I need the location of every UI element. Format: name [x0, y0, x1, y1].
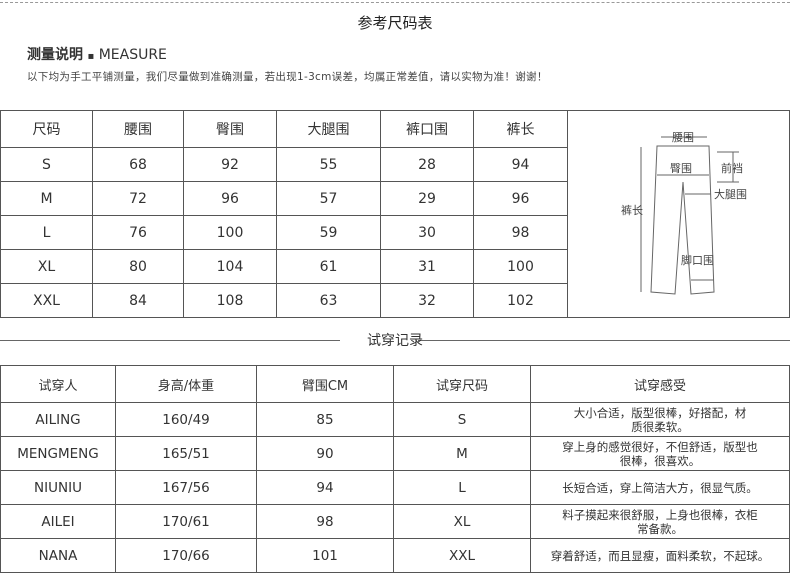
- table-row: AILING 160/49 85 S 大小合适，版型很棒，好搭配，材质很柔软。: [0, 402, 790, 437]
- label-waist: 腰围: [672, 131, 694, 144]
- header-cell: 大腿围: [276, 110, 381, 148]
- header-cell: 臂围CM: [256, 365, 394, 403]
- cell: 61: [276, 249, 381, 284]
- cell: AILEI: [0, 504, 116, 539]
- pants-diagram-icon: 腰围 臀围 前裆 大腿围 裤长 脚口围: [621, 131, 747, 295]
- cell: AILING: [0, 402, 116, 437]
- header-cell: 试穿尺码: [393, 365, 531, 403]
- cell: 98: [473, 215, 568, 250]
- cell: 84: [92, 283, 184, 318]
- header-cell: 臀围: [183, 110, 277, 148]
- cell: 160/49: [115, 402, 257, 437]
- header-cell: 裤口围: [380, 110, 474, 148]
- cell: 98: [256, 504, 394, 539]
- divider: [418, 340, 790, 341]
- label-hem: 脚口围: [681, 253, 714, 267]
- header-cell: 腰围: [92, 110, 184, 148]
- cell: MENGMENG: [0, 436, 116, 471]
- cell: 96: [183, 181, 277, 216]
- cell: 165/51: [115, 436, 257, 471]
- table-row: NANA 170/66 101 XXL 穿着舒适，而且显瘦，面料柔软，不起球。: [0, 538, 790, 573]
- trial-section-heading: 试穿记录: [0, 330, 790, 350]
- size-table: 尺码 腰围 臀围 大腿围 裤口围 裤长 腰围 臀围 前裆 大腿围 裤长 脚口围 …: [0, 110, 790, 318]
- cell: 28: [380, 147, 474, 182]
- cell: 31: [380, 249, 474, 284]
- cell: 90: [256, 436, 394, 471]
- cell: 96: [473, 181, 568, 216]
- cell: 108: [183, 283, 277, 318]
- feedback-cell: 穿上身的感觉很好，不但舒适，版型也很棒，很喜欢。: [530, 436, 790, 471]
- cell: 92: [183, 147, 277, 182]
- cell: NIUNIU: [0, 470, 116, 505]
- cell: 100: [473, 249, 568, 284]
- cell: 57: [276, 181, 381, 216]
- table-header-row: 尺码 腰围 臀围 大腿围 裤口围 裤长 腰围 臀围 前裆 大腿围 裤长 脚口围: [0, 110, 790, 318]
- header-cell: 身高/体重: [115, 365, 257, 403]
- table-row: XXL 84 108 63 32 102: [0, 283, 790, 318]
- pants-diagram: 腰围 臀围 前裆 大腿围 裤长 脚口围: [567, 110, 790, 318]
- cell: 30: [380, 215, 474, 250]
- header-cell: 尺码: [0, 110, 93, 148]
- cell: L: [393, 470, 531, 505]
- cell: M: [0, 181, 93, 216]
- cell: 68: [92, 147, 184, 182]
- feedback-cell: 大小合适，版型很棒，好搭配，材质很柔软。: [530, 402, 790, 437]
- cell: 76: [92, 215, 184, 250]
- table-row: MENGMENG 165/51 90 M 穿上身的感觉很好，不但舒适，版型也很棒，很喜欢…: [0, 436, 790, 471]
- cell: XL: [393, 504, 531, 539]
- cell: 94: [256, 470, 394, 505]
- cell: L: [0, 215, 93, 250]
- cell: 32: [380, 283, 474, 318]
- measure-sep: ▪: [87, 51, 95, 62]
- measure-cn: 测量说明: [27, 47, 83, 63]
- trial-title: 试穿记录: [367, 333, 423, 349]
- cell: 170/61: [115, 504, 257, 539]
- label-rise: 前裆: [721, 161, 743, 175]
- label-thigh: 大腿围: [714, 187, 747, 201]
- cell: 80: [92, 249, 184, 284]
- cell: 104: [183, 249, 277, 284]
- cell: 85: [256, 402, 394, 437]
- cell: XXL: [0, 283, 93, 318]
- cell: 102: [473, 283, 568, 318]
- cell: 170/66: [115, 538, 257, 573]
- measure-note: 以下均为手工平铺测量，我们尽量做到准确测量，若出现1-3cm误差，均属正常差值，…: [27, 71, 548, 83]
- feedback-cell: 长短合适，穿上简洁大方，很显气质。: [530, 470, 790, 505]
- table-row: AILEI 170/61 98 XL 料子摸起来很舒服，上身也很棒，衣柜常备款。: [0, 504, 790, 539]
- cell: S: [0, 147, 93, 182]
- cell: NANA: [0, 538, 116, 573]
- cell: 55: [276, 147, 381, 182]
- page-title: 参考尺码表: [357, 14, 433, 32]
- label-length: 裤长: [621, 203, 643, 217]
- table-row: M 72 96 57 29 96: [0, 181, 790, 216]
- measure-heading: 测量说明 ▪ MEASURE: [27, 44, 167, 64]
- label-hip: 臀围: [670, 162, 692, 175]
- header-cell: 试穿人: [0, 365, 116, 403]
- header-cell: 试穿感受: [530, 365, 790, 403]
- table-row: L 76 100 59 30 98: [0, 215, 790, 250]
- cell: XXL: [393, 538, 531, 573]
- cell: 100: [183, 215, 277, 250]
- cell: S: [393, 402, 531, 437]
- header-cell: 裤长: [473, 110, 568, 148]
- feedback-cell: 穿着舒适，而且显瘦，面料柔软，不起球。: [530, 538, 790, 573]
- cell: 63: [276, 283, 381, 318]
- table-row: NIUNIU 167/56 94 L 长短合适，穿上简洁大方，很显气质。: [0, 470, 790, 505]
- feedback-cell: 料子摸起来很舒服，上身也很棒，衣柜常备款。: [530, 504, 790, 539]
- divider: [0, 340, 340, 341]
- cell: 29: [380, 181, 474, 216]
- cell: M: [393, 436, 531, 471]
- cell: 101: [256, 538, 394, 573]
- trial-table: 试穿人 身高/体重 臂围CM 试穿尺码 试穿感受 AILING 160/49 85 S…: [0, 365, 790, 573]
- cell: 94: [473, 147, 568, 182]
- cell: XL: [0, 249, 93, 284]
- table-header-row: 试穿人 身高/体重 臂围CM 试穿尺码 试穿感受: [0, 365, 790, 403]
- cell: 59: [276, 215, 381, 250]
- measure-en: MEASURE: [98, 47, 167, 63]
- cell: 167/56: [115, 470, 257, 505]
- top-divider: [0, 2, 790, 3]
- cell: 72: [92, 181, 184, 216]
